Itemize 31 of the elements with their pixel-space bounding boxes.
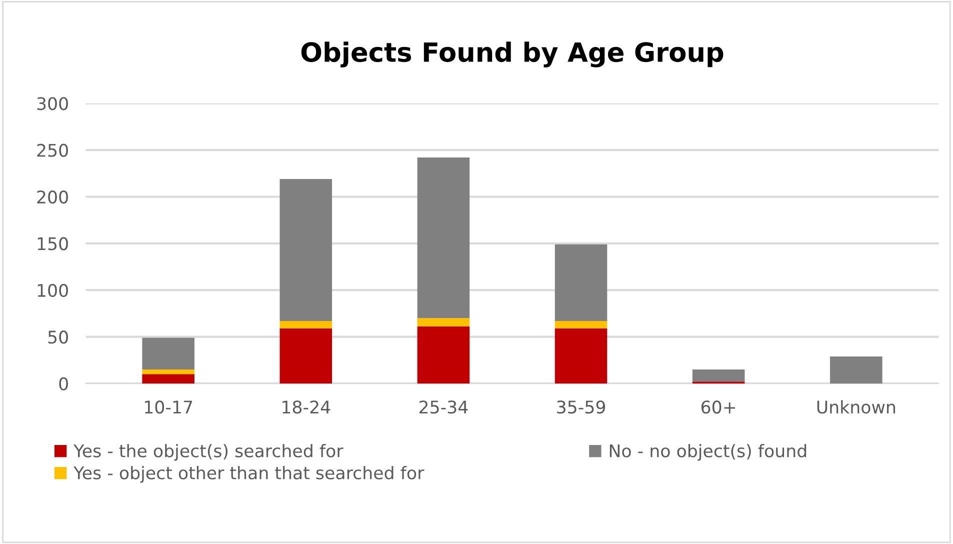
y-tick-label: 0 (59, 377, 68, 390)
bar (554, 244, 608, 321)
legend-label: No - no object(s) found (610, 444, 806, 461)
x-tick-label: 10-17 (144, 400, 192, 414)
bar (554, 320, 608, 328)
bar (142, 374, 194, 384)
bar (280, 320, 332, 328)
y-tick-label: 300 (37, 97, 68, 110)
bar (692, 370, 745, 382)
legend-label: Yes - object other than that searched for (74, 466, 424, 483)
x-tick-label: 25-34 (420, 400, 468, 414)
bar (142, 370, 194, 374)
bar (417, 318, 470, 327)
bar (417, 326, 470, 384)
legend-label: Yes - the object(s) searched for (74, 444, 344, 461)
x-tick-label: 60+ (701, 400, 736, 414)
bar (830, 356, 882, 384)
bar (417, 158, 470, 318)
bar (280, 179, 332, 321)
bar (142, 338, 194, 370)
chart-title: Objects Found by Age Group (301, 42, 724, 68)
y-tick-label: 200 (37, 190, 68, 204)
bar (280, 328, 332, 384)
x-tick-label: 18-24 (282, 400, 330, 414)
y-tick-label: 50 (48, 330, 68, 344)
bar (554, 328, 608, 384)
y-tick-label: 250 (37, 144, 68, 157)
y-tick-label: 100 (38, 284, 68, 297)
y-tick-label: 150 (38, 237, 68, 250)
x-tick-label: 35-59 (557, 400, 606, 414)
x-tick-label: Unknown (817, 400, 895, 414)
